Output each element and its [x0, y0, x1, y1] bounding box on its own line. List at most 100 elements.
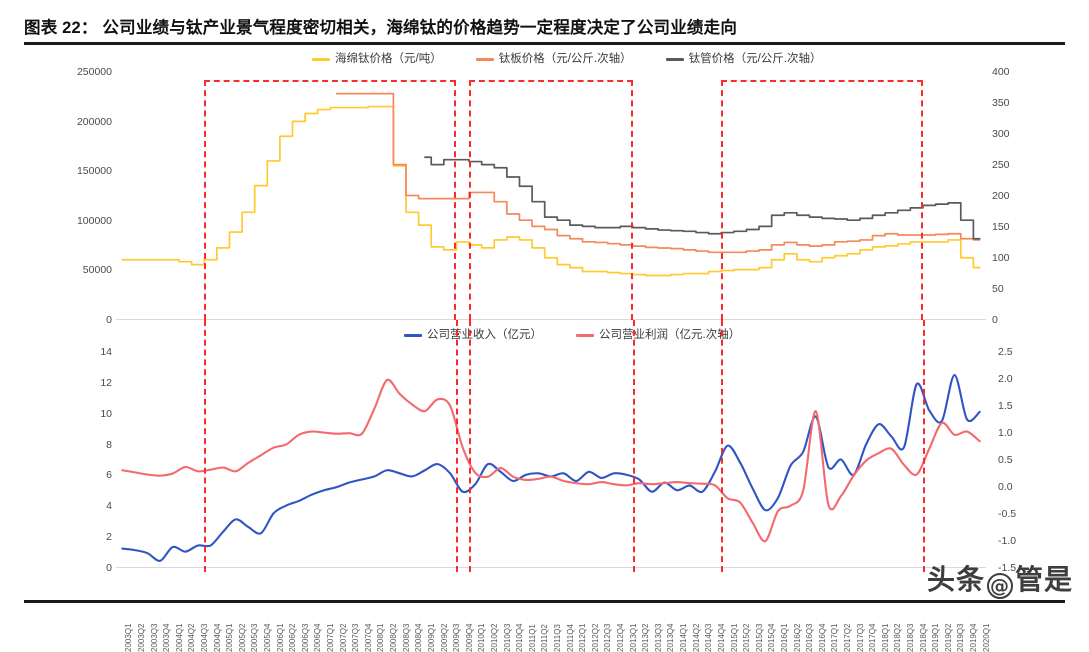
legend-price-item[interactable]: 钛板价格（元/公斤.次轴） [475, 53, 632, 66]
at-icon: @ [986, 573, 1013, 599]
legend-color-swatch [665, 58, 684, 62]
x-tick-label: 2019Q4 [969, 623, 979, 652]
x-tick-label: 2018Q4 [918, 623, 928, 652]
legend-perf-item[interactable]: 公司营业收入（亿元） [404, 329, 542, 342]
x-tick-label: 2009Q1 [426, 623, 436, 652]
x-tick-label: 2005Q4 [263, 623, 272, 652]
figure-root: 图表 22： 公司业绩与钛产业景气程度密切相关，海绵钛的价格趋势一定程度决定了公… [24, 19, 1073, 652]
company-performance-lines [116, 352, 986, 567]
y-tick-label: 150000 [76, 164, 112, 177]
legend-price-item[interactable]: 海绵钛价格（元/吨） [312, 53, 442, 66]
y-tick-label: 2.0 [998, 372, 1013, 385]
y-tick-label: 4 [106, 500, 112, 513]
x-tick-label: 2004Q3 [199, 623, 209, 652]
legend-label: 海绵钛价格（元/吨） [335, 53, 442, 65]
title-divider-top [24, 42, 1065, 45]
x-tick-label: 2004Q4 [212, 623, 222, 652]
y-tick-label: -0.5 [998, 507, 1017, 520]
x-tick-label: 2004Q2 [187, 623, 197, 652]
x-tick-label: 2008Q4 [414, 623, 424, 652]
x-tick-label: 2009Q3 [452, 623, 462, 652]
y-tick-label: 100 [992, 251, 1010, 264]
y-tick-label: 6 [106, 469, 112, 482]
x-tick-label: 2009Q4 [464, 623, 474, 652]
legend-label: 公司营业收入（亿元） [427, 329, 542, 341]
x-tick-label: 2003Q4 [162, 623, 172, 652]
watermark-right-text: 管是 [1014, 563, 1073, 596]
legend-titanium-prices: 海绵钛价格（元/吨） 钛板价格（元/公斤.次轴） 钛管价格（元/公斤.次轴） [312, 53, 822, 66]
watermark: 头条 @ 管是 [927, 558, 1073, 599]
series-line [122, 380, 979, 542]
legend-color-swatch [404, 334, 422, 338]
page-title: 图表 22： 公司业绩与钛产业景气程度密切相关，海绵钛的价格趋势一定程度决定了公… [24, 19, 738, 37]
legend-label: 钛板价格（元/公斤.次轴） [498, 53, 632, 65]
y-tick-label: 0 [106, 561, 112, 574]
x-tick-label: 2011Q3 [553, 624, 562, 652]
x-tick-label: 2016Q4 [817, 623, 827, 652]
y-tick-label: 50000 [82, 264, 112, 277]
y-tick-label: 10 [100, 407, 112, 420]
x-tick-label: 2014Q1 [679, 623, 689, 652]
series-line [122, 107, 979, 276]
x-tick-label: 2006Q3 [300, 623, 310, 652]
y-tick-label: 12 [100, 376, 112, 389]
chart-titanium-prices [116, 72, 986, 320]
y-tick-label: 250000 [76, 65, 112, 78]
legend-perf-item[interactable]: 公司营业利润（亿元.次轴） [576, 329, 741, 342]
x-tick-label: 2017Q1 [830, 623, 840, 652]
x-tick-label: 2010Q2 [489, 623, 499, 652]
x-tick-label: 2013Q2 [641, 623, 651, 652]
watermark-left-text: 头条 [926, 563, 985, 596]
series-line [122, 375, 979, 561]
x-tick-label: 2019Q1 [931, 623, 941, 652]
y-tick-label: 2 [106, 530, 112, 543]
series-line [425, 157, 980, 239]
y-tick-label: 250 [992, 158, 1010, 171]
titanium-prices-lines [116, 72, 986, 319]
x-tick-label: 2016Q2 [792, 623, 802, 652]
x-tick-label: 2007Q1 [326, 623, 336, 652]
y-tick-label: 50 [992, 282, 1004, 295]
x-tick-label: 2015Q2 [742, 623, 752, 652]
y-tick-label: -1.0 [998, 534, 1017, 547]
x-tick-label: 2003Q3 [149, 623, 159, 652]
legend-color-swatch [576, 334, 594, 338]
y-tick-label: 350 [992, 96, 1010, 109]
legend-company-performance: 公司营业收入（亿元） 公司营业利润（亿元.次轴） [404, 329, 741, 342]
y-tick-label: 150 [992, 220, 1010, 233]
y-tick-label: 200000 [76, 115, 112, 128]
x-tick-label: 2008Q2 [389, 623, 399, 652]
x-tick-label: 2014Q3 [704, 623, 714, 652]
x-tick-label: 2015Q3 [754, 623, 764, 652]
x-tick-label: 2018Q2 [893, 623, 903, 652]
x-tick-label: 2012Q2 [590, 623, 600, 652]
series-line [337, 94, 980, 253]
x-tick-label: 2012Q3 [603, 623, 613, 652]
x-tick-label: 2005Q1 [225, 623, 235, 652]
x-tick-label: 2010Q3 [502, 623, 512, 652]
x-tick-label: 2006Q2 [288, 623, 298, 652]
y-tick-label: 0 [106, 313, 112, 326]
x-tick-label: 2005Q2 [237, 623, 247, 652]
chart-company-performance [116, 352, 986, 568]
y-tick-label: 1.5 [998, 399, 1013, 412]
legend-label: 钛管价格（元/公斤.次轴） [688, 53, 822, 65]
legend-label: 公司营业利润（亿元.次轴） [599, 329, 741, 341]
y-tick-label: 2.5 [998, 345, 1013, 358]
x-tick-label: 2014Q4 [716, 623, 726, 652]
x-tick-label: 2008Q3 [401, 623, 411, 652]
x-tick-label: 2012Q4 [616, 623, 626, 652]
x-tick-label: 2004Q1 [174, 623, 184, 652]
x-axis-labels: 2003Q1 2003Q2 2003Q3 2003Q4 2004Q1 2004Q2 2004… [116, 570, 990, 652]
x-tick-label: 2005Q3 [250, 623, 260, 652]
x-tick-label: 2017Q2 [843, 623, 852, 652]
x-tick-label: 2018Q3 [906, 623, 916, 652]
y-tick-label: 1.0 [998, 426, 1013, 439]
x-tick-label: 2020Q1 [981, 623, 991, 652]
y-tick-label: -1.5 [998, 561, 1017, 574]
x-tick-label: 2011Q1 [527, 624, 537, 652]
y-tick-label: 0 [992, 313, 998, 326]
x-tick-label: 2008Q1 [376, 623, 386, 652]
x-tick-label: 2013Q1 [628, 623, 638, 652]
legend-price-item[interactable]: 钛管价格（元/公斤.次轴） [665, 53, 822, 66]
